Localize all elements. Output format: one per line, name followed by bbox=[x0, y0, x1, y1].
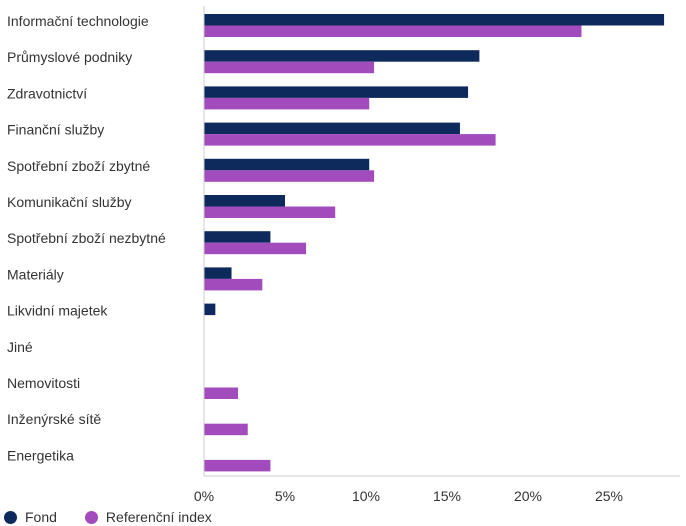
category-label-financni-sluzby: Finanční služby bbox=[7, 122, 104, 138]
bar-fond-materialy bbox=[204, 267, 232, 279]
bar-referencni-index-energetika bbox=[204, 459, 271, 472]
category-label-materialy: Materiály bbox=[7, 266, 64, 282]
category-label-likvidni-majetek: Likvidní majetek bbox=[7, 303, 108, 319]
bar-fond-zdravotnictvi bbox=[204, 86, 469, 98]
bar-referencni-index-zdravotnictvi bbox=[204, 97, 370, 110]
legend-marker-referencni-index bbox=[84, 510, 98, 524]
bar-referencni-index-prumyslove-podniky bbox=[204, 61, 375, 74]
bar-referencni-index-nemovitosti bbox=[204, 387, 239, 399]
bar-referencni-index-komunikacni-sluzby bbox=[204, 206, 336, 218]
x-tick-label-5: 5% bbox=[275, 488, 295, 504]
legend-item-referencni-index: Referenční index bbox=[81, 509, 212, 525]
category-label-informacni-technologie: Informační technologie bbox=[7, 13, 149, 29]
category-label-spotrebni-zbozi-zbytne: Spotřební zboží zbytné bbox=[7, 158, 150, 174]
axes bbox=[203, 6, 680, 477]
x-tick-label-15: 15% bbox=[433, 488, 461, 504]
category-label-energetika: Energetika bbox=[7, 447, 74, 463]
bar-fond-informacni-technologie bbox=[204, 14, 665, 26]
bar-fond-komunikacni-sluzby bbox=[204, 195, 285, 207]
bar-fond-likvidni-majetek bbox=[204, 303, 216, 316]
category-label-zdravotnictvi: Zdravotnictví bbox=[7, 85, 87, 101]
bar-referencni-index-spotrebni-zbozi-zbytne bbox=[204, 170, 375, 182]
legend-label-referencni-index: Referenční index bbox=[105, 509, 212, 525]
bar-fond-spotrebni-zbozi-nezbytne bbox=[204, 231, 271, 243]
bar-referencni-index-inzenyrske-site bbox=[204, 423, 248, 436]
category-label-nemovitosti: Nemovitosti bbox=[7, 375, 80, 391]
legend: Fond Referenční index bbox=[0, 508, 236, 526]
bar-referencni-index-materialy bbox=[204, 278, 263, 291]
legend-item-fond: Fond bbox=[0, 509, 57, 525]
x-tick-label-10: 10% bbox=[352, 488, 380, 504]
x-tick-label-20: 20% bbox=[514, 488, 542, 504]
bar-referencni-index-informacni-technologie bbox=[204, 25, 582, 37]
x-tick-label-25: 25% bbox=[595, 488, 623, 504]
category-label-komunikacni-sluzby: Komunikační služby bbox=[7, 194, 132, 210]
category-label-prumyslove-podniky: Průmyslové podniky bbox=[7, 49, 132, 65]
category-labels: Informační technologie Průmyslové podniky… bbox=[7, 13, 166, 463]
bar-chart: Informační technologie Průmyslové podniky… bbox=[7, 6, 680, 504]
x-ticks: 0% 5% 10% 15% 20% 25% bbox=[194, 488, 623, 504]
x-tick-label-0: 0% bbox=[194, 488, 214, 504]
legend-marker-fond bbox=[4, 510, 17, 524]
category-label-jine: Jiné bbox=[7, 339, 33, 355]
category-label-inzenyrske-site: Inženýrské sítě bbox=[7, 411, 101, 427]
bar-fond-spotrebni-zbozi-zbytne bbox=[204, 158, 370, 171]
bar-fond-financni-sluzby bbox=[204, 122, 460, 135]
category-label-spotrebni-zbozi-nezbytne: Spotřební zboží nezbytné bbox=[7, 230, 166, 246]
bar-referencni-index-spotrebni-zbozi-nezbytne bbox=[204, 242, 307, 255]
bars bbox=[204, 14, 665, 472]
legend-label-fond: Fond bbox=[25, 509, 57, 525]
bar-fond-prumyslove-podniky bbox=[204, 50, 480, 62]
bar-referencni-index-financni-sluzby bbox=[204, 134, 496, 146]
